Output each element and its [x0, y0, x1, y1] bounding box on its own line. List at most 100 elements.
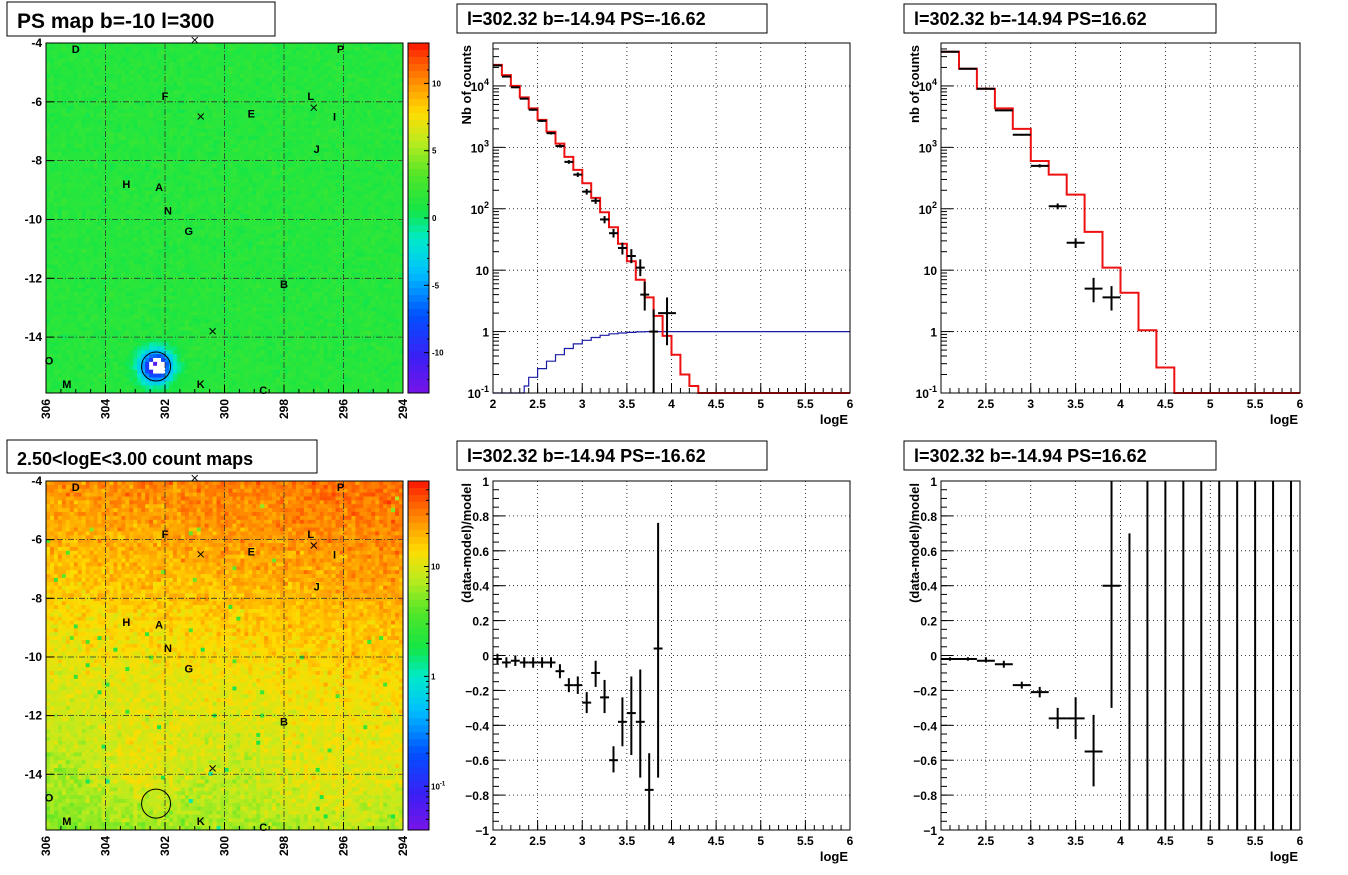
map-panel-0-cell — [232, 237, 236, 241]
map-panel-0-cell — [328, 94, 332, 98]
map-panel-0-cell — [209, 175, 213, 179]
map-panel-0-cell — [359, 241, 363, 245]
map-panel-0-cell — [209, 94, 213, 98]
map-panel-0-cell — [324, 148, 328, 152]
map-panel-0-cell — [300, 179, 304, 183]
map-panel-0-cell — [228, 175, 232, 179]
map-panel-0-cell — [260, 199, 264, 203]
map-panel-0-cell — [145, 78, 149, 82]
map-panel-0-cell — [62, 82, 66, 86]
map-panel-0-cell — [98, 136, 102, 140]
map-panel-0-cell — [205, 206, 209, 210]
map-panel-0-cell — [336, 82, 340, 86]
map-panel-0-cell — [50, 74, 54, 78]
map-panel-0-cell — [82, 183, 86, 187]
map-panel-0-cell — [312, 195, 316, 199]
map-panel-0-cell — [308, 136, 312, 140]
map-panel-0-cell — [145, 253, 149, 257]
map-panel-0-cell — [375, 105, 379, 109]
map-panel-0-cell — [165, 78, 169, 82]
map-panel-0-cell — [125, 74, 129, 78]
map-panel-0-cell — [228, 187, 232, 191]
map-panel-0-cell — [344, 148, 348, 152]
map-panel-0-cell — [94, 90, 98, 94]
map-panel-0-cell — [248, 94, 252, 98]
map-panel-0-cell — [371, 140, 375, 144]
map-panel-0-cell — [228, 59, 232, 63]
map-panel-0-cell — [193, 167, 197, 171]
map-panel-0-cell — [165, 195, 169, 199]
map-panel-0-cell — [359, 156, 363, 160]
map-panel-0-cell — [264, 222, 268, 226]
map-panel-0-cell — [213, 94, 217, 98]
map-panel-0-cell — [296, 156, 300, 160]
map-panel-0-cell — [367, 144, 371, 148]
map-panel-0-cell — [121, 226, 125, 230]
map-panel-0-cell — [98, 47, 102, 51]
map-panel-0-cell — [244, 90, 248, 94]
map-panel-0-cell — [193, 113, 197, 117]
map-panel-0-cell — [272, 206, 276, 210]
map-panel-0-cell — [149, 132, 153, 136]
map-panel-0-cell — [185, 109, 189, 113]
map-panel-0-cell — [232, 253, 236, 257]
map-panel-0-cell — [236, 47, 240, 51]
map-panel-0-cell — [70, 253, 74, 257]
map-panel-0-cell — [86, 136, 90, 140]
map-panel-0-cell — [109, 199, 113, 203]
map-panel-0-cell — [244, 148, 248, 152]
map-panel-0-cell — [133, 167, 137, 171]
map-panel-0-cell — [324, 144, 328, 148]
map-panel-0-cell — [189, 171, 193, 175]
map-panel-0-cell — [363, 226, 367, 230]
map-panel-0-cell — [149, 202, 153, 206]
map-panel-0-cell — [78, 148, 82, 152]
map-panel-0-cell — [236, 90, 240, 94]
map-panel-0-cell — [153, 86, 157, 90]
map-panel-0-cell — [74, 62, 78, 66]
map-panel-0-cell — [137, 171, 141, 175]
map-panel-0-cell — [90, 74, 94, 78]
map-panel-0-cell — [86, 121, 90, 125]
map-panel-0-cell — [181, 164, 185, 168]
map-panel-0-cell — [113, 47, 117, 51]
map-panel-0-cell — [137, 109, 141, 113]
map-panel-0-cell — [201, 249, 205, 253]
map-panel-0-cell — [109, 257, 113, 261]
map-panel-0-cell — [391, 55, 395, 59]
map-panel-0-cell — [391, 109, 395, 113]
map-panel-0-cell — [383, 94, 387, 98]
map-panel-0-cell — [121, 43, 125, 47]
map-panel-0-cell — [355, 234, 359, 238]
map-panel-0-cell — [387, 74, 391, 78]
map-panel-0-cell — [359, 195, 363, 199]
map-panel-0-cell — [316, 70, 320, 74]
map-panel-0-cell — [336, 66, 340, 70]
map-panel-0-cell — [300, 230, 304, 234]
map-panel-0-cell — [268, 179, 272, 183]
map-panel-0-cell — [117, 202, 121, 206]
map-panel-0-cell — [391, 136, 395, 140]
map-panel-0-cell — [185, 121, 189, 125]
map-panel-0-cell — [121, 47, 125, 51]
map-panel-0-cell — [391, 113, 395, 117]
map-panel-0-cell — [205, 164, 209, 168]
map-panel-0-cell — [256, 105, 260, 109]
map-panel-0-cell — [137, 202, 141, 206]
map-panel-0-cell — [78, 105, 82, 109]
map-panel-0-cell — [217, 237, 221, 241]
map-panel-0-cell — [312, 156, 316, 160]
map-panel-0-cell — [70, 90, 74, 94]
map-panel-0-cell — [177, 156, 181, 160]
map-panel-0-cell — [50, 148, 54, 152]
map-panel-0-cell — [320, 136, 324, 140]
map-panel-0-cell — [74, 66, 78, 70]
map-panel-0-cell — [383, 66, 387, 70]
map-panel-0-cell — [225, 164, 229, 168]
map-panel-0-cell — [46, 202, 50, 206]
map-panel-0-cell — [90, 241, 94, 245]
map-panel-0-cell — [66, 90, 70, 94]
map-panel-0-cell — [336, 97, 340, 101]
map-panel-0-cell — [395, 70, 399, 74]
map-panel-0-cell — [117, 66, 121, 70]
